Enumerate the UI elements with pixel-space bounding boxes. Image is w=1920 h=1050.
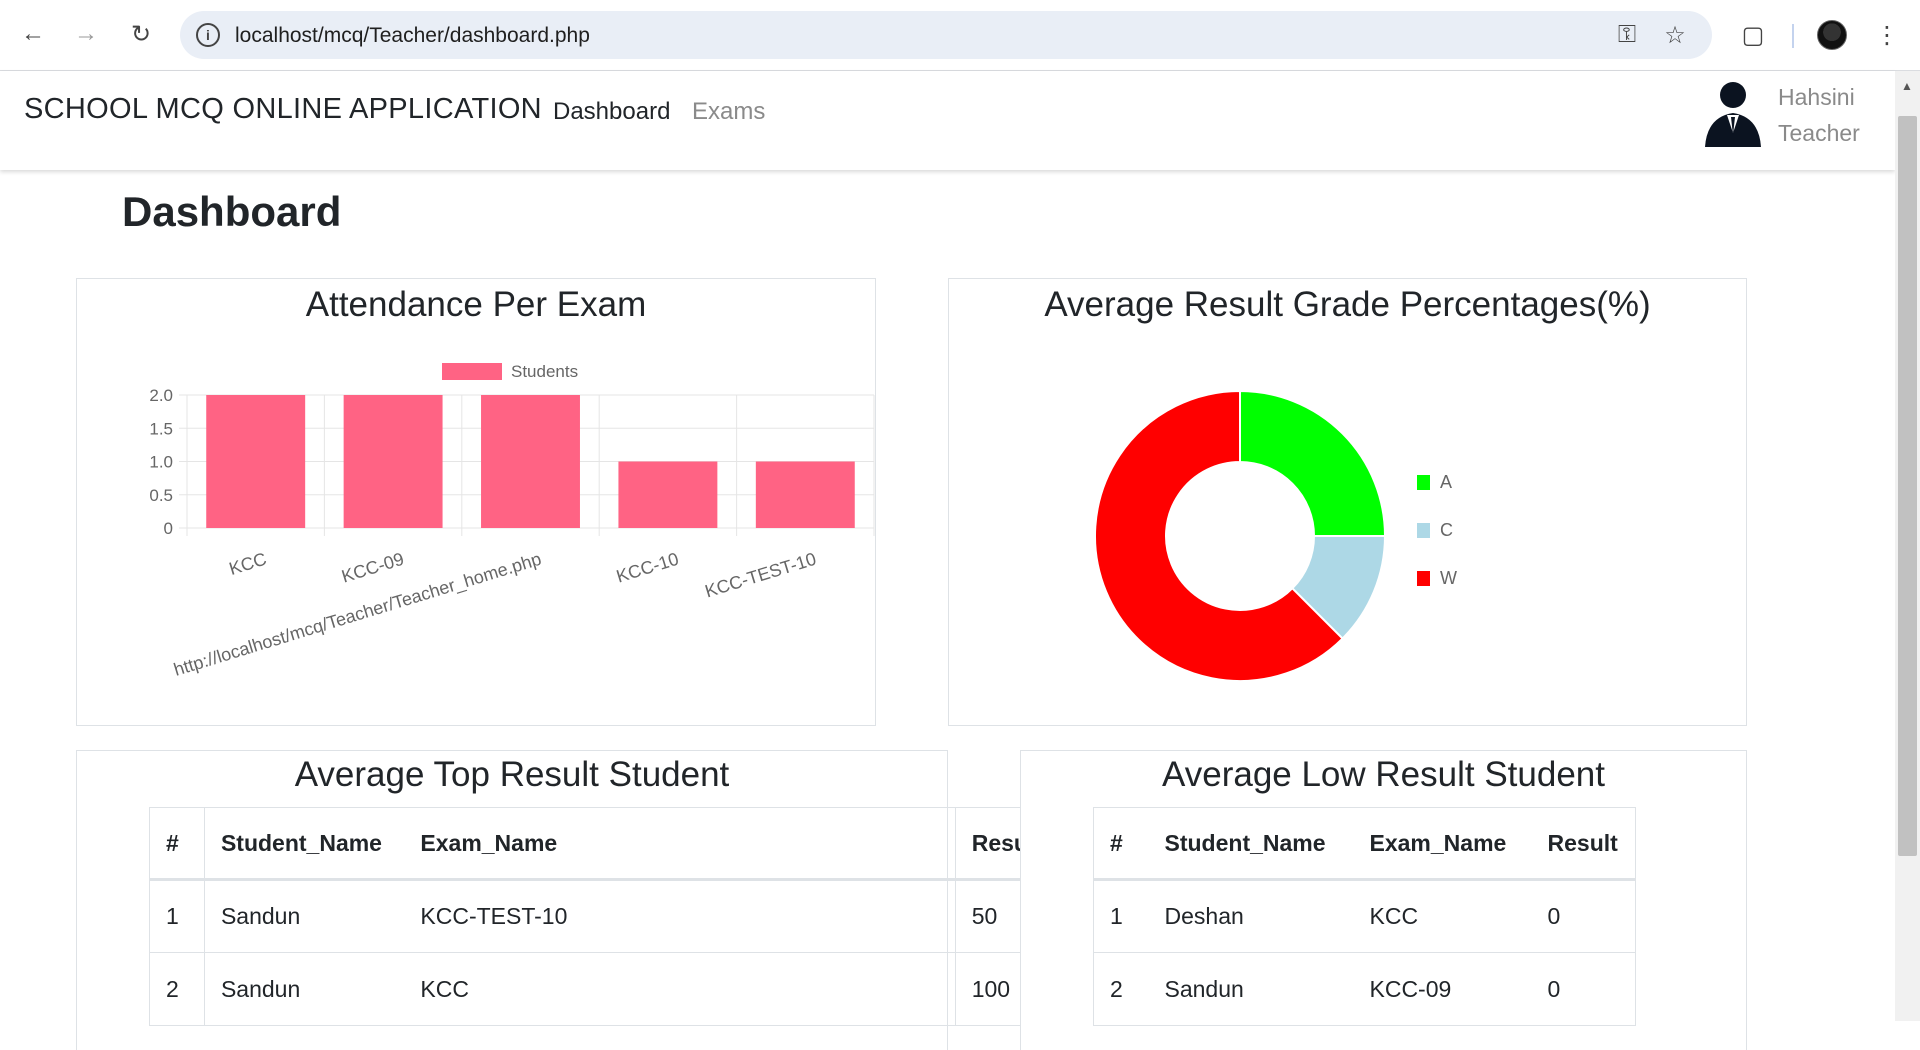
nav-exams[interactable]: Exams xyxy=(692,98,766,125)
col-header: Student_Name xyxy=(1148,807,1354,881)
grade-card: Average Result Grade Percentages(%) A C W xyxy=(948,278,1747,726)
table-row: 1 Deshan KCC 0 xyxy=(1093,879,1636,953)
key-icon[interactable]: ⚿ xyxy=(1617,21,1637,48)
site-info-icon[interactable]: i xyxy=(196,23,220,47)
y-tick-label: 1.0 xyxy=(149,453,173,472)
x-tick-label: KCC xyxy=(227,549,269,579)
legend-label: Students xyxy=(511,362,578,381)
user-avatar[interactable] xyxy=(1703,77,1763,147)
low-result-table: # Student_Name Exam_Name Result 1 Deshan… xyxy=(1093,807,1636,1026)
attendance-title: Attendance Per Exam xyxy=(305,285,647,324)
page-scrollbar[interactable]: ▲ xyxy=(1895,71,1920,1021)
x-tick-label: KCC-09 xyxy=(339,549,406,587)
toolbar-divider xyxy=(1792,24,1794,48)
table-cell: 2 xyxy=(1093,952,1149,1026)
top-result-title: Average Top Result Student xyxy=(294,755,730,794)
back-icon[interactable]: ← xyxy=(21,20,45,47)
col-header: # xyxy=(1093,807,1149,881)
y-tick-label: 0.5 xyxy=(149,486,173,505)
legend-label: A xyxy=(1440,472,1452,492)
table-cell: KCC xyxy=(404,952,956,1026)
profile-avatar[interactable] xyxy=(1817,20,1847,50)
top-result-table: # Student_Name Exam_Name Result 1 Sandun… xyxy=(149,807,1060,1026)
user-name: Hahsini xyxy=(1778,84,1855,110)
legend-swatch xyxy=(1417,475,1430,490)
table-cell: 0 xyxy=(1531,879,1636,953)
col-header: Exam_Name xyxy=(404,807,956,881)
bar xyxy=(755,461,855,528)
browser-toolbar: ← → ↻ i localhost/mcq/Teacher/dashboard.… xyxy=(0,0,1920,71)
table-row: 2 Sandun KCC 100 xyxy=(149,952,1060,1026)
app-navbar: SCHOOL MCQ ONLINE APPLICATION Dashboard … xyxy=(0,71,1895,170)
table-row: 2 Sandun KCC-09 0 xyxy=(1093,952,1636,1026)
scroll-thumb[interactable] xyxy=(1898,116,1917,856)
url-text: localhost/mcq/Teacher/dashboard.php xyxy=(235,24,590,47)
y-tick-label: 1.5 xyxy=(149,419,173,438)
star-icon[interactable]: ☆ xyxy=(1664,21,1686,49)
col-header: Student_Name xyxy=(204,807,405,881)
table-row: 1 Sandun KCC-TEST-10 50 xyxy=(149,879,1060,953)
nav-dashboard[interactable]: Dashboard xyxy=(553,98,671,125)
table-cell: Sandun xyxy=(204,879,405,953)
user-info[interactable]: Hahsini Teacher xyxy=(1778,79,1860,151)
table-cell: Sandun xyxy=(204,952,405,1026)
grade-title: Average Result Grade Percentages(%) xyxy=(1044,285,1651,324)
legend-label: W xyxy=(1440,568,1457,588)
col-header: Result xyxy=(1531,807,1636,881)
user-role: Teacher xyxy=(1778,120,1860,146)
x-tick-label: KCC-10 xyxy=(614,549,681,587)
legend-label: C xyxy=(1440,520,1453,540)
extensions-icon[interactable]: ▢ xyxy=(1741,21,1765,49)
col-header: # xyxy=(149,807,205,881)
table-header-row: # Student_Name Exam_Name Result xyxy=(1093,807,1636,881)
bar xyxy=(343,395,443,528)
bar xyxy=(618,461,718,528)
forward-icon[interactable]: → xyxy=(74,20,98,47)
bar xyxy=(481,395,580,528)
table-cell: KCC-09 xyxy=(1353,952,1532,1026)
address-bar[interactable]: i localhost/mcq/Teacher/dashboard.php ⚿ … xyxy=(180,11,1712,59)
scroll-up-icon[interactable]: ▲ xyxy=(1901,79,1913,93)
page-title: Dashboard xyxy=(122,188,342,235)
donut-slice xyxy=(1239,389,1387,537)
y-tick-label: 0 xyxy=(164,519,173,538)
table-cell: 1 xyxy=(149,879,205,953)
donut-slice xyxy=(1094,389,1344,682)
table-cell: 0 xyxy=(1531,952,1636,1026)
table-cell: 1 xyxy=(1093,879,1149,953)
low-result-title: Average Low Result Student xyxy=(1162,755,1605,794)
table-cell: Deshan xyxy=(1148,879,1354,953)
legend-swatch xyxy=(1417,523,1430,538)
brand[interactable]: SCHOOL MCQ ONLINE APPLICATION xyxy=(24,93,542,125)
x-tick-label: KCC-TEST-10 xyxy=(703,549,819,602)
table-cell: Sandun xyxy=(1148,952,1354,1026)
col-header: Exam_Name xyxy=(1353,807,1532,881)
menu-icon[interactable]: ⋮ xyxy=(1875,21,1899,49)
table-cell: KCC xyxy=(1353,879,1532,953)
legend-swatch xyxy=(442,363,502,380)
bar xyxy=(206,395,306,528)
y-tick-label: 2.0 xyxy=(149,386,173,405)
table-cell: KCC-TEST-10 xyxy=(404,879,956,953)
legend-swatch xyxy=(1417,571,1430,586)
reload-icon[interactable]: ↻ xyxy=(130,20,152,48)
grade-donut-chart: A C W xyxy=(1094,389,1457,682)
table-header-row: # Student_Name Exam_Name Result xyxy=(149,807,1060,881)
attendance-card: Attendance Per Exam Students 2.0 1.5 1.0 0.5… xyxy=(76,278,876,726)
table-cell: 2 xyxy=(149,952,205,1026)
